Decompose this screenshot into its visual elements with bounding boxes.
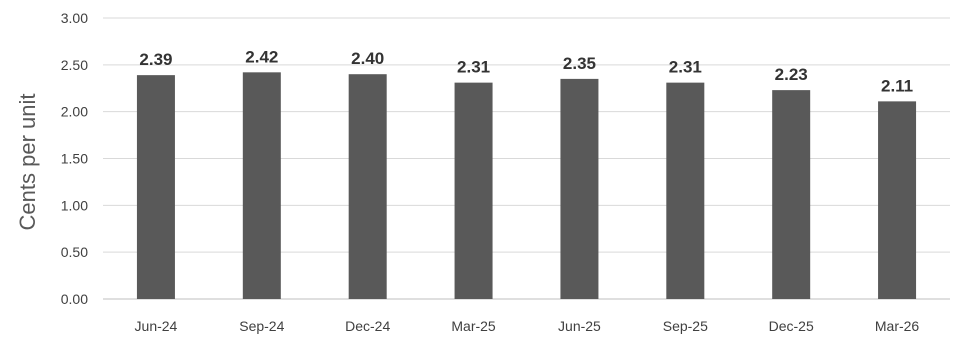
- x-tick-label: Mar-26: [875, 318, 920, 334]
- gridlines: [103, 17, 950, 300]
- bar: [878, 101, 917, 299]
- bar: [772, 90, 811, 299]
- y-axis-title: Cents per unit: [15, 94, 40, 231]
- y-tick-label: 1.00: [61, 197, 88, 213]
- bar: [242, 72, 281, 300]
- x-tick-label: Jun-24: [135, 318, 178, 334]
- bar: [454, 82, 493, 299]
- data-label: 2.42: [245, 47, 278, 66]
- y-tick-label: 0.00: [61, 291, 88, 307]
- y-axis-ticks: 0.00 0.50 1.00 1.50 2.00 2.50 3.00: [61, 10, 88, 307]
- x-tick-label: Dec-24: [345, 318, 390, 334]
- y-tick-label: 0.50: [61, 244, 88, 260]
- data-label: 2.11: [881, 76, 913, 95]
- bars: [136, 72, 917, 300]
- bar: [136, 75, 175, 300]
- bar: [560, 78, 599, 299]
- y-tick-label: 2.50: [61, 57, 88, 73]
- y-tick-label: 3.00: [61, 10, 88, 26]
- x-tick-label: Dec-25: [769, 318, 814, 334]
- x-tick-label: Sep-25: [663, 318, 708, 334]
- data-labels: 2.39 2.42 2.40 2.31 2.35 2.31 2.23 2.11: [139, 47, 913, 95]
- y-tick-label: 1.50: [61, 151, 88, 167]
- y-tick-label: 2.00: [61, 104, 88, 120]
- x-axis-ticks: Jun-24 Sep-24 Dec-24 Mar-25 Jun-25 Sep-25 Dec-…: [135, 318, 920, 334]
- data-label: 2.31: [669, 58, 702, 77]
- bar: [348, 74, 387, 299]
- x-tick-label: Mar-25: [451, 318, 496, 334]
- x-tick-label: Sep-24: [239, 318, 284, 334]
- data-label: 2.23: [775, 65, 808, 84]
- x-tick-label: Jun-25: [558, 318, 601, 334]
- data-label: 2.35: [563, 54, 596, 73]
- data-label: 2.40: [351, 49, 384, 68]
- data-label: 2.31: [457, 58, 490, 77]
- bar: [666, 82, 705, 299]
- data-label: 2.39: [139, 50, 172, 69]
